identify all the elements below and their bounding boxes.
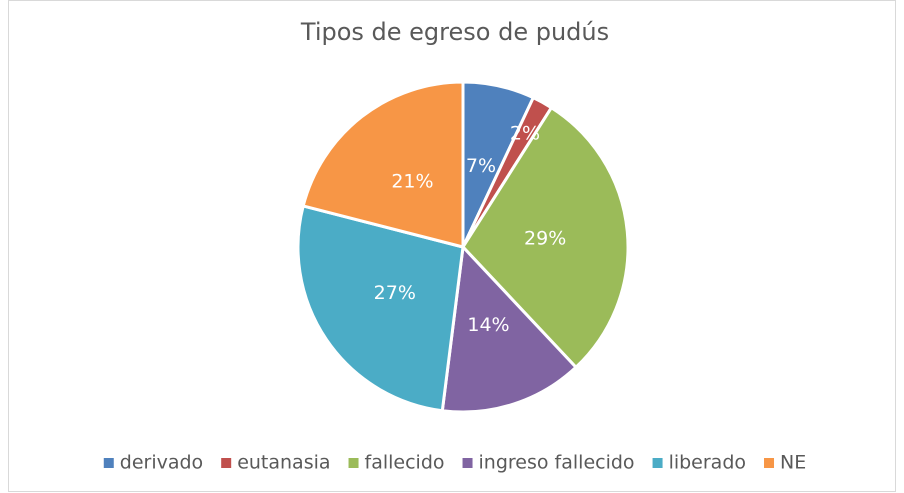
pie-slice [296,204,465,413]
legend-label: fallecido [365,452,445,474]
legend-swatch [221,458,232,468]
legend-swatch [348,458,359,468]
legend-swatch [462,458,473,468]
pie-slice [461,105,630,370]
data-label: 7% [466,155,496,177]
legend-swatch [764,458,775,468]
pie-slice [301,80,465,249]
legend-swatch [652,458,663,468]
data-label: 2% [510,123,540,145]
data-label: 14% [467,314,509,336]
legend-label: liberado [669,452,746,474]
pie-slice [440,243,579,414]
data-label: 27% [374,282,416,304]
chart-title: Tipos de egreso de pudús [300,18,609,46]
data-label: 29% [524,228,566,250]
legend-swatch [103,458,114,468]
data-label: 21% [391,170,433,192]
legend-label: ingreso fallecido [479,452,635,474]
legend-label: eutanasia [237,452,330,474]
legend-label: NE [780,452,806,474]
legend-label: derivado [120,452,203,474]
